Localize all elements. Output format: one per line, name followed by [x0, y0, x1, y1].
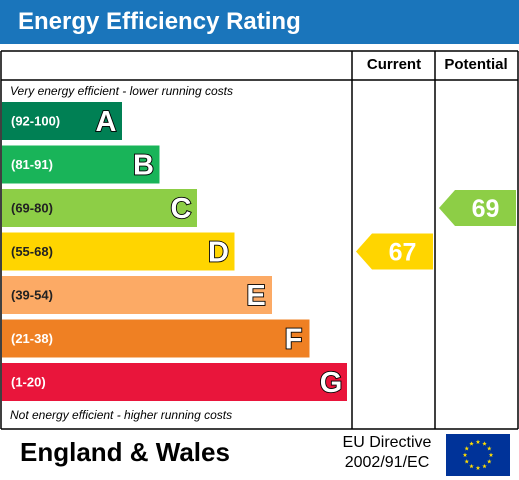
- band-letter: D: [208, 237, 229, 269]
- eu-star: [475, 439, 481, 444]
- current-rating-value: 67: [389, 239, 417, 267]
- band-bar-b: [2, 145, 160, 184]
- band-g: (1-20) G: [2, 363, 347, 401]
- band-range-label: (21-38): [11, 331, 53, 346]
- potential-rating-value: 69: [472, 195, 500, 223]
- bottom-note: Not energy efficient - higher running co…: [10, 408, 232, 422]
- top-note: Very energy efficient - lower running co…: [10, 84, 233, 98]
- potential-column-header: Potential: [444, 56, 507, 73]
- band-bar-e: [2, 276, 272, 314]
- eu-star: [488, 452, 494, 457]
- eu-directive-line2: 2002/91/EC: [344, 454, 430, 471]
- eu-star: [462, 452, 468, 457]
- eu-star: [486, 459, 492, 464]
- band-letter: A: [96, 106, 117, 138]
- eu-star: [469, 463, 474, 469]
- chart-frame: [0, 50, 519, 430]
- epc-chart: Current Potential Very energy efficient …: [0, 50, 519, 430]
- band-bar-c: [2, 189, 197, 227]
- band-range-label: (92-100): [11, 114, 60, 129]
- band-bar-a: [2, 102, 122, 140]
- band-range-label: (1-20): [11, 375, 46, 390]
- band-c: (69-80) C: [2, 189, 197, 227]
- band-bar-d: [2, 232, 235, 271]
- eu-flag-icon: [446, 434, 510, 476]
- band-f: (21-38) F: [2, 319, 310, 358]
- band-bar-g: [2, 363, 347, 401]
- band-a: (92-100) A: [2, 102, 122, 140]
- rating-bands: (92-100) A (81-91) B (69-80) C (55-68) D (39-54)…: [2, 102, 347, 401]
- chart-title: Energy Efficiency Rating: [0, 0, 519, 44]
- eu-directive: EU Directive 2002/91/EC: [332, 433, 442, 473]
- potential-rating: 69: [439, 190, 516, 226]
- current-rating: 67: [356, 233, 433, 270]
- band-bar-f: [2, 319, 310, 358]
- band-letter: F: [285, 324, 303, 356]
- rating-markers: 67 69: [356, 190, 516, 270]
- band-letter: C: [171, 193, 192, 225]
- current-rating-arrow: [356, 233, 433, 270]
- region-label: England & Wales: [20, 437, 230, 467]
- eu-star: [464, 446, 470, 451]
- eu-directive-line1: EU Directive: [342, 434, 432, 451]
- band-d: (55-68) D: [2, 232, 235, 271]
- band-range-label: (55-68): [11, 244, 53, 259]
- band-range-label: (69-80): [11, 201, 53, 216]
- band-letter: G: [320, 367, 343, 399]
- band-range-label: (81-91): [11, 157, 53, 172]
- eu-star: [482, 463, 487, 469]
- eu-star: [464, 459, 470, 464]
- band-letter: E: [246, 280, 265, 312]
- band-range-label: (39-54): [11, 288, 53, 303]
- eu-star: [469, 441, 474, 446]
- eu-star: [482, 441, 487, 446]
- eu-star: [486, 446, 492, 451]
- eu-star: [475, 465, 481, 470]
- band-b: (81-91) B: [2, 145, 160, 184]
- potential-rating-arrow: [439, 190, 516, 226]
- band-letter: B: [133, 150, 154, 182]
- current-column-header: Current: [367, 56, 421, 73]
- band-e: (39-54) E: [2, 276, 272, 314]
